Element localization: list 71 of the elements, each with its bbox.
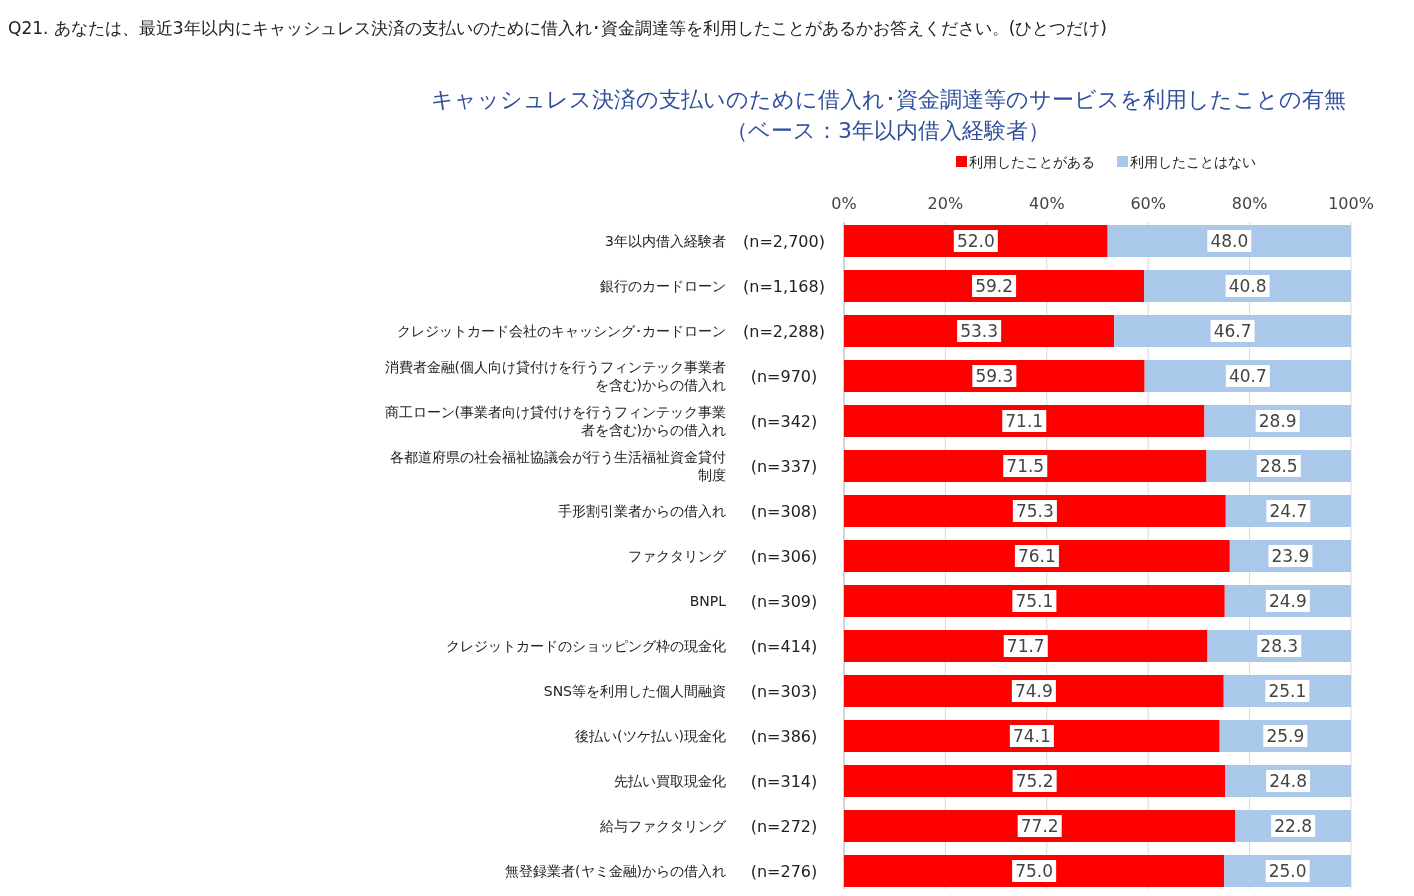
category-label: 消費者金融(個人向け貸付けを行うフィンテック事業者を含む)からの借入れ (n=970) (384, 359, 818, 393)
x-tick-label: 20% (927, 194, 964, 213)
bar (844, 720, 1220, 752)
data-label: 75.0 (1015, 861, 1054, 881)
data-label: 74.9 (1014, 681, 1053, 701)
bar (844, 540, 1230, 572)
data-label: 76.1 (1017, 546, 1056, 566)
bar (844, 360, 1145, 392)
x-tick-label: 60% (1130, 194, 1166, 213)
category-label: 手形割引業者からの借入れ (n=308) (558, 502, 818, 521)
bar (844, 675, 1224, 707)
data-label: 74.1 (1012, 726, 1051, 746)
data-label: 53.3 (960, 321, 999, 341)
data-label: 75.1 (1015, 591, 1054, 611)
text: Q21. あなたは、最近3年以内にキャッシュレス決済の支払いのために借入れ･資金調達等を利用したことがあるかお答えください。(ひとつだけ) (8, 18, 1107, 38)
legend-label: 利用したことはない (1130, 154, 1256, 170)
category-label: BNPL (n=309) (689, 592, 818, 611)
bar (844, 810, 1236, 842)
category-label: ファクタリング (n=306) (628, 547, 818, 566)
data-label: 28.9 (1258, 411, 1297, 431)
data-label: 28.5 (1259, 456, 1298, 476)
data-label: 25.9 (1266, 726, 1305, 746)
data-label: 77.2 (1020, 816, 1059, 836)
data-label: 24.9 (1268, 591, 1307, 611)
data-label: 28.3 (1260, 636, 1299, 656)
bar (844, 855, 1225, 887)
data-label: 59.2 (975, 276, 1013, 296)
category-label: クレジットカード会社のキャッシング･カードローン (n=2,288) (397, 322, 825, 341)
bar (844, 270, 1145, 302)
bar (844, 225, 1108, 257)
category-label: 給与ファクタリング (n=272) (600, 817, 818, 836)
data-label: 75.2 (1015, 771, 1054, 791)
chart-subtitle: （ベース：3年以内借入経験者） (726, 118, 1050, 143)
bar (844, 630, 1208, 662)
category-label: 先払い買取現金化 (n=314) (614, 772, 818, 791)
data-label: 48.0 (1210, 231, 1249, 251)
category-label: 後払い(ツケ払い)現金化 (n=386) (575, 727, 818, 746)
x-tick-label: 80% (1231, 194, 1268, 213)
data-label: 22.8 (1274, 816, 1313, 836)
category-label: SNS等を利用した個人間融資 (n=303) (543, 682, 818, 701)
category-label: クレジットカードのショッピング枠の現金化 (n=414) (446, 637, 818, 656)
data-label: 75.3 (1015, 501, 1054, 521)
x-tick-label: 0% (831, 194, 857, 213)
bar (844, 585, 1225, 617)
data-label: 24.8 (1269, 771, 1308, 791)
data-label: 40.7 (1228, 366, 1267, 386)
bar (844, 765, 1226, 797)
bar (844, 405, 1205, 437)
bar (844, 315, 1115, 347)
data-label: 24.7 (1269, 501, 1308, 521)
x-tick-label: 100% (1328, 194, 1374, 213)
data-label: 71.7 (1006, 636, 1045, 656)
bar (844, 450, 1207, 482)
category-label: 各都道府県の社会福祉協議会が行う生活福祉資金貸付制度 (n=337) (390, 449, 818, 483)
category-label: 3年以内借入経験者 (n=2,700) (605, 232, 825, 251)
data-label: 23.9 (1271, 546, 1310, 566)
data-label: 46.7 (1213, 321, 1252, 341)
category-label: 無登録業者(ヤミ金融)からの借入れ (n=276) (505, 862, 818, 881)
category-label: 銀行のカードローン (n=1,168) (600, 277, 825, 296)
data-label: 25.0 (1268, 861, 1307, 881)
data-label: 71.1 (1005, 411, 1044, 431)
chart-title: キャッシュレス決済の支払いのために借入れ･資金調達等のサービスを利用したことの有無 (430, 87, 1346, 112)
data-label: 52.0 (956, 231, 995, 251)
data-label: 71.5 (1006, 456, 1045, 476)
bar (844, 495, 1226, 527)
x-tick-label: 40% (1029, 194, 1065, 213)
category-label: 商工ローン(事業者向け貸付けを行うフィンテック事業者を含む)からの借入れ (n=342) (384, 404, 818, 438)
data-label: 40.8 (1228, 276, 1267, 296)
data-label: 59.3 (975, 366, 1014, 386)
legend-label: 利用したことがある (969, 154, 1095, 170)
data-label: 25.1 (1268, 681, 1307, 701)
